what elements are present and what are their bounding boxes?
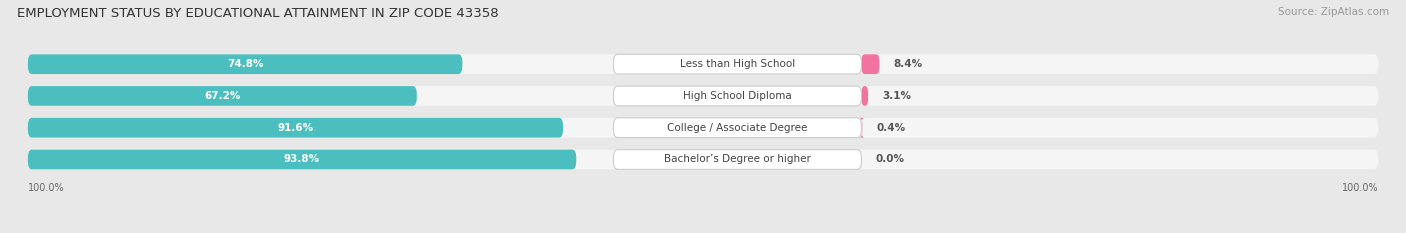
Text: 0.4%: 0.4% bbox=[876, 123, 905, 133]
FancyBboxPatch shape bbox=[28, 150, 576, 169]
Text: 8.4%: 8.4% bbox=[893, 59, 922, 69]
FancyBboxPatch shape bbox=[28, 118, 1378, 137]
FancyBboxPatch shape bbox=[613, 150, 862, 169]
FancyBboxPatch shape bbox=[28, 86, 416, 106]
FancyBboxPatch shape bbox=[28, 54, 1378, 74]
FancyBboxPatch shape bbox=[28, 150, 1378, 169]
Text: 67.2%: 67.2% bbox=[204, 91, 240, 101]
Text: High School Diploma: High School Diploma bbox=[683, 91, 792, 101]
FancyBboxPatch shape bbox=[862, 86, 868, 106]
Text: Source: ZipAtlas.com: Source: ZipAtlas.com bbox=[1278, 7, 1389, 17]
Text: Less than High School: Less than High School bbox=[681, 59, 794, 69]
FancyBboxPatch shape bbox=[862, 54, 879, 74]
Text: 91.6%: 91.6% bbox=[277, 123, 314, 133]
FancyBboxPatch shape bbox=[613, 118, 862, 137]
Text: 100.0%: 100.0% bbox=[28, 183, 65, 193]
Text: Bachelor’s Degree or higher: Bachelor’s Degree or higher bbox=[664, 154, 811, 164]
Text: EMPLOYMENT STATUS BY EDUCATIONAL ATTAINMENT IN ZIP CODE 43358: EMPLOYMENT STATUS BY EDUCATIONAL ATTAINM… bbox=[17, 7, 499, 20]
FancyBboxPatch shape bbox=[28, 118, 562, 137]
Text: 93.8%: 93.8% bbox=[284, 154, 321, 164]
Text: 74.8%: 74.8% bbox=[226, 59, 263, 69]
Text: College / Associate Degree: College / Associate Degree bbox=[668, 123, 807, 133]
FancyBboxPatch shape bbox=[613, 86, 862, 106]
Text: 0.0%: 0.0% bbox=[876, 154, 904, 164]
FancyBboxPatch shape bbox=[28, 54, 463, 74]
FancyBboxPatch shape bbox=[613, 54, 862, 74]
FancyBboxPatch shape bbox=[28, 86, 1378, 106]
Text: 100.0%: 100.0% bbox=[1341, 183, 1378, 193]
Text: 3.1%: 3.1% bbox=[882, 91, 911, 101]
FancyBboxPatch shape bbox=[859, 118, 865, 137]
